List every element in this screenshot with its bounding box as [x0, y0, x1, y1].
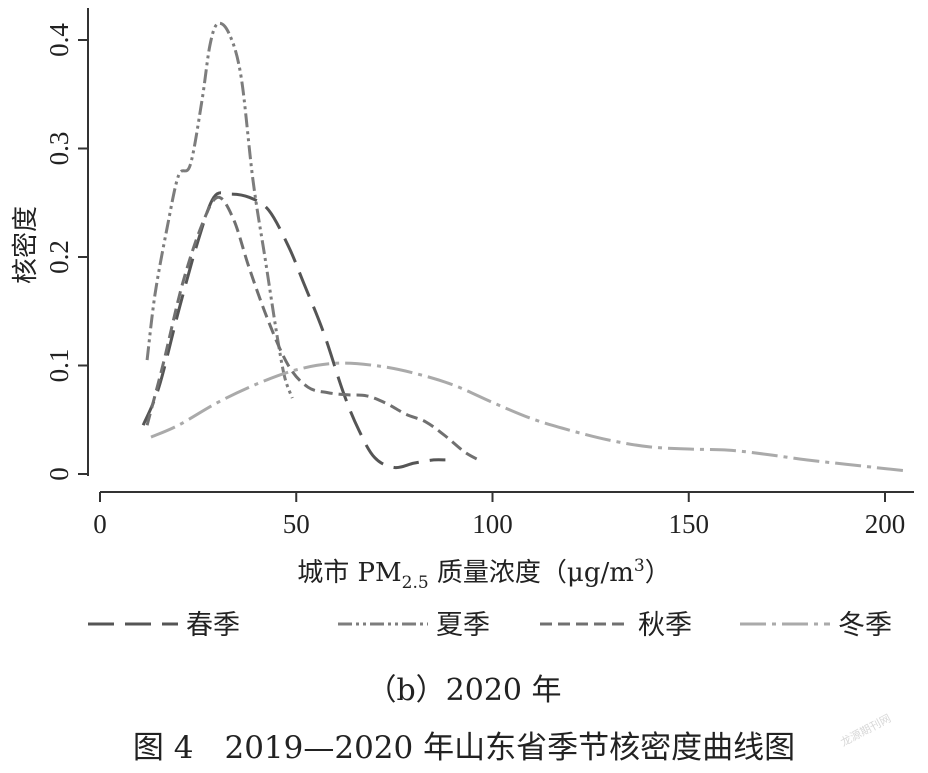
legend-label-spring: 春季 — [186, 610, 240, 641]
x-tick-label: 150 — [669, 509, 710, 539]
y-tick-label: 0.3 — [44, 132, 74, 166]
legend: 春季 夏季 秋季 冬季 — [88, 610, 892, 641]
y-axis-ticks: 0 0.1 0.2 0.3 0.4 — [44, 23, 88, 481]
y-axis-title: 核密度 — [11, 206, 41, 284]
plot-area: 0 0.1 0.2 0.3 0.4 0 50 100 150 200 — [44, 8, 914, 539]
y-tick-label: 0.2 — [44, 240, 74, 274]
x-tick-label: 200 — [865, 509, 906, 539]
figure-subcaption: （b）2020 年 — [366, 673, 562, 708]
y-tick-label: 0.4 — [44, 23, 74, 57]
figure-caption: 图 4 2019—2020 年山东省季节核密度曲线图 — [132, 730, 796, 766]
series-line-spring — [141, 191, 446, 470]
y-tick-label: 0 — [44, 467, 74, 481]
legend-label-summer: 夏季 — [436, 610, 490, 641]
x-tick-label: 0 — [93, 509, 107, 539]
series-line-summer — [145, 21, 294, 399]
x-tick-label: 50 — [283, 509, 310, 539]
density-curves — [141, 21, 905, 473]
series-line-autumn — [145, 195, 482, 463]
legend-label-winter: 冬季 — [838, 610, 892, 641]
x-tick-label: 100 — [472, 509, 513, 539]
x-axis-ticks: 0 50 100 150 200 — [93, 492, 905, 539]
x-axis-title: 城市 PM2.5 质量浓度（μg/m3） — [297, 556, 671, 593]
legend-label-autumn: 秋季 — [638, 610, 692, 641]
y-tick-label: 0.1 — [44, 349, 74, 383]
kernel-density-chart: 0 0.1 0.2 0.3 0.4 0 50 100 150 200 核密度 城市 PM2.5 … — [11, 8, 914, 641]
series-line-winter — [150, 361, 905, 473]
